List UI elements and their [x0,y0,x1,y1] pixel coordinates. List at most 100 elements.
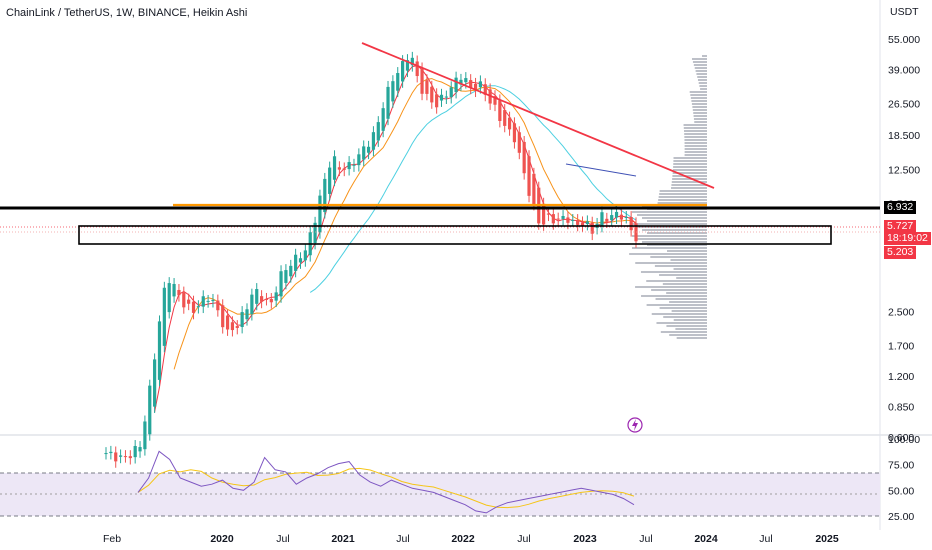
candle-body [532,173,536,205]
price-pane[interactable] [0,0,880,435]
price-tick-label: 2.500 [888,306,914,318]
candle-body [221,305,225,328]
volume-profile-bar [651,289,707,291]
volume-profile-bar [659,193,707,195]
price-tick-label: 1.200 [888,371,914,383]
candle-body [435,94,439,108]
volume-profile-bar [659,307,707,309]
candle-body [177,289,181,296]
time-tick-label: 2025 [815,533,839,545]
candle-body [371,132,376,150]
volume-profile-bar [676,277,707,279]
descending-trendline[interactable] [361,42,715,189]
candle-body [517,132,521,153]
candle-body [347,162,351,170]
volume-profile-bar [696,73,707,75]
volume-profile-bar [692,109,707,111]
short-trendline[interactable] [565,163,637,177]
volume-profile-bar [684,139,707,141]
low-price-tag: 5.203 [884,246,917,259]
volume-profile-bar [672,172,707,174]
volume-profile-bar [659,190,707,192]
candle-body [571,219,575,221]
time-tick-label: 2020 [210,533,234,545]
volume-profile-bar [698,82,707,84]
candle-body [143,421,147,450]
volume-profile-bar [673,160,707,162]
volume-profile-bar [691,103,707,105]
candle-body [123,456,128,458]
volume-profile-bar [683,124,707,126]
volume-profile-bar [684,145,707,147]
ma-short-line [154,65,637,412]
candle-body [585,221,589,225]
candle-body [153,359,157,407]
lightning-icon[interactable] [627,417,643,433]
volume-profile-bar [666,292,707,294]
volume-profile-bar [647,220,707,222]
symbol-title: ChainLink / TetherUS, 1W, BINANCE, Heiki… [6,7,248,19]
volume-profile-bar [684,133,707,135]
volume-profile-bar [689,91,707,93]
candle-body [459,79,463,85]
volume-profile-bar [663,316,707,318]
volume-profile-bar [673,157,707,159]
candle-body [439,94,444,101]
volume-profile-bar [655,298,707,300]
candle-body [332,156,337,180]
ma-mid-path [173,78,637,370]
candle-body [196,306,200,308]
candle-body [182,292,186,308]
volume-profile-bar [672,175,707,177]
candle-body [580,222,585,226]
volume-profile-bar [657,202,707,204]
price-tick-label: 1.700 [888,340,914,352]
volume-profile-bar [675,328,707,330]
candle-body [357,154,361,166]
volume-profile-bar [684,142,707,144]
price-tick-label: 55.000 [888,34,920,46]
volume-profile-bar [693,64,707,66]
candle-body [542,203,546,225]
candle-body [337,167,341,170]
volume-profile-bar [629,253,707,255]
volume-profile-bar [684,136,707,138]
rsi-tick-label: 25.00 [888,511,914,523]
demand-zone-box[interactable] [78,225,832,245]
candle-body [328,167,332,194]
candle-body [444,96,448,98]
candle-body [503,110,507,126]
ma-mid-line [173,78,637,370]
volume-profile-bar [673,319,707,321]
ma-short-path [154,65,637,412]
volume-profile-bar [650,256,707,258]
candle-body [118,455,123,457]
candle-body [566,217,570,223]
volume-profile-bar [697,79,707,81]
time-tick-label: Feb [103,533,121,545]
candle-body [386,86,390,119]
candle-body [415,61,419,77]
candle-body [522,141,526,174]
volume-profile-bar [669,334,707,336]
volume-profile-bar [671,184,707,186]
price-tick-label: 0.850 [888,401,914,413]
time-tick-label: Jul [639,533,652,545]
candle-body [561,216,565,219]
candle-body [576,220,580,225]
candle-body [614,211,619,218]
ma-long-line [309,85,637,293]
time-axis[interactable]: Feb 2020 Jul 2021 Jul 2022 Jul 2023 Jul 2024 Jul 20… [103,533,839,545]
volume-profile-bar [646,280,707,282]
rsi-axis[interactable]: 100.00 75.00 50.00 25.00 [888,434,920,523]
volume-profile-bar [694,67,707,69]
volume-profile-bar [659,274,707,276]
rsi-ma-path [137,467,635,509]
volume-profile-bar [635,286,707,288]
candle-body [342,168,346,170]
candle-body [191,301,196,313]
candle-body [405,60,410,71]
candle-body [167,283,171,313]
volume-profile-bar [702,55,707,57]
